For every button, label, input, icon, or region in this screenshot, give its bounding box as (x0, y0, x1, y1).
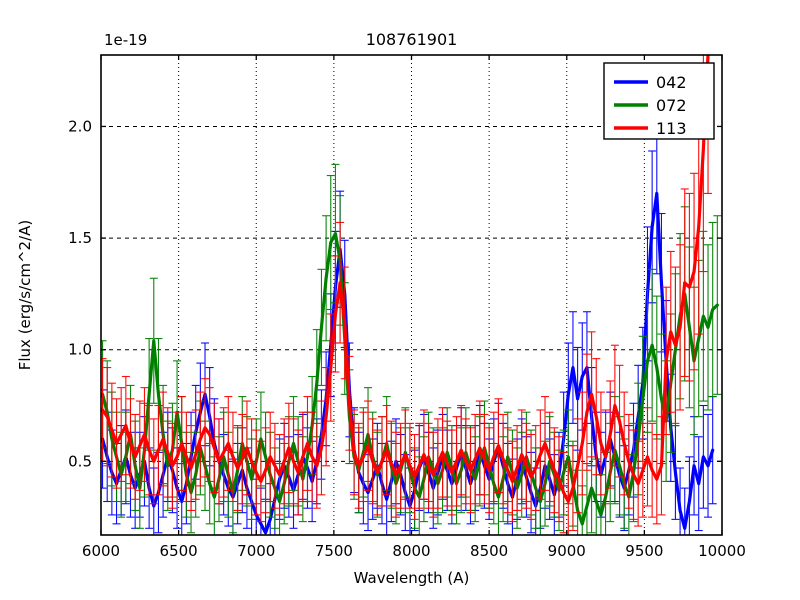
ytick-label: 2.0 (68, 117, 92, 135)
xtick-label: 8000 (392, 542, 430, 560)
legend-label-042[interactable]: 042 (656, 73, 687, 92)
labels-layer: 6000 6500 7000 7500 8000 8500 9000 9500 10000 0.5… (16, 30, 746, 587)
xtick-label: 9500 (625, 542, 663, 560)
xtick-label: 10000 (698, 542, 746, 560)
xtick-label: 6500 (160, 542, 198, 560)
xtick-label: 7500 (315, 542, 353, 560)
data-layer (101, 55, 722, 535)
y-axis-offset-label: 1e-19 (104, 31, 147, 49)
ytick-label: 1.5 (68, 229, 92, 247)
x-axis-label: Wavelength (A) (354, 569, 470, 587)
series-line-113 (101, 55, 710, 504)
ytick-label: 0.5 (68, 452, 92, 470)
xtick-label: 6000 (82, 542, 120, 560)
axes-layer (100, 54, 723, 536)
xtick-label: 9000 (548, 542, 586, 560)
ytick-label: 1.0 (68, 341, 92, 359)
legend-label-072[interactable]: 072 (656, 96, 687, 115)
chart-title: 108761901 (366, 30, 458, 49)
series-113 (101, 55, 713, 535)
xtick-label: 8500 (470, 542, 508, 560)
chart-legend[interactable]: 042 072 113 (603, 62, 715, 140)
xtick-label: 7000 (237, 542, 275, 560)
legend-label-113[interactable]: 113 (656, 119, 687, 138)
y-axis-label: Flux (erg/s/cm^2/A) (16, 220, 34, 371)
